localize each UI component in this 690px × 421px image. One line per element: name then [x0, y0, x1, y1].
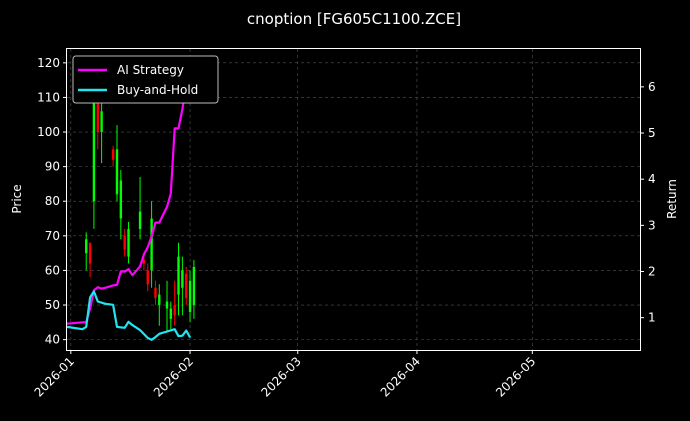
candle-body [119, 180, 123, 219]
ai-strategy-line [66, 83, 188, 325]
candle [85, 232, 88, 271]
y-tick-label-left: 40 [45, 333, 60, 347]
candle-layer [85, 62, 196, 333]
candle [111, 145, 115, 167]
y-tick-label-right: 3 [648, 218, 656, 232]
x-tick-label: 2026-04 [378, 354, 423, 399]
candle-body [169, 308, 173, 319]
y-tick-label-left: 70 [45, 229, 60, 243]
return-lines-layer [66, 83, 192, 341]
x-tick-label: 2026-01 [32, 354, 77, 399]
candle-body [188, 280, 192, 312]
candle [158, 284, 161, 326]
candle-body [100, 111, 103, 133]
x-tick-label: 2026-05 [493, 354, 538, 399]
candle-body [96, 80, 99, 133]
y-tick-label-right: 1 [648, 311, 656, 325]
candle [150, 201, 153, 288]
candle-body [154, 287, 157, 299]
y-tick-label-left: 100 [37, 125, 60, 139]
legend-box [72, 55, 219, 104]
x-tick-label: 2026-02 [151, 354, 196, 399]
candle [115, 125, 119, 202]
y-tick-label-left: 60 [45, 263, 60, 277]
y-tick-label-left: 80 [45, 194, 60, 208]
x-tick-label: 2026-03 [259, 354, 304, 399]
candle-body [150, 218, 153, 271]
candle [177, 242, 180, 316]
left-axis-ticks: 40 50 60 70 80 90 100 110 120 [37, 56, 67, 347]
candle-body [85, 239, 88, 254]
candle [181, 256, 184, 316]
y-tick-label-left: 120 [37, 56, 60, 70]
x-axis-ticks: 2026-01 2026-02 2026-03 2026-04 2026-05 [32, 350, 538, 400]
candle-body [88, 242, 92, 264]
candle [154, 280, 157, 306]
y-tick-label-left: 90 [45, 160, 60, 174]
y-tick-label-right: 4 [648, 172, 656, 186]
candle [173, 280, 176, 326]
candle-body [111, 149, 115, 160]
candle [185, 266, 188, 306]
candle-body [92, 90, 96, 202]
candle-body [185, 273, 188, 299]
y-tick-label-right: 5 [648, 126, 656, 140]
right-axis-label: Return [665, 179, 679, 219]
y-tick-label-left: 110 [37, 90, 60, 104]
candle-body [181, 270, 184, 288]
candle-body [158, 294, 161, 306]
y-tick-label-left: 50 [45, 298, 60, 312]
candle-body [142, 260, 146, 264]
candle [123, 228, 126, 257]
plot-frame [66, 48, 641, 351]
candle-body [173, 305, 176, 316]
candle [119, 170, 123, 240]
left-axis-label: Price [10, 184, 24, 213]
candle [169, 301, 173, 330]
candle-body [146, 270, 149, 285]
candle-body [115, 149, 119, 195]
candle [138, 177, 142, 240]
legend-label-ai: AI Strategy [117, 63, 184, 77]
candle [165, 280, 169, 333]
candle [88, 242, 92, 278]
candle [188, 270, 192, 323]
buy-and-hold-line [66, 290, 192, 341]
candle-body [165, 301, 169, 309]
chart-title: cnoption [FG605C1100.ZCE] [247, 10, 461, 28]
legend: AI Strategy Buy-and-Hold [72, 55, 219, 104]
candle [127, 221, 130, 264]
candle [192, 260, 196, 319]
candle-body [138, 211, 142, 229]
candle-body [192, 266, 196, 306]
candle [142, 256, 146, 271]
candle-body [123, 235, 126, 250]
right-axis-ticks: 1 2 3 4 5 6 [640, 80, 656, 325]
y-tick-label-right: 2 [648, 265, 656, 279]
y-tick-label-right: 6 [648, 80, 656, 94]
candle-body [127, 228, 130, 257]
legend-label-bh: Buy-and-Hold [117, 83, 198, 97]
candle [146, 263, 149, 292]
candle-body [177, 256, 180, 295]
